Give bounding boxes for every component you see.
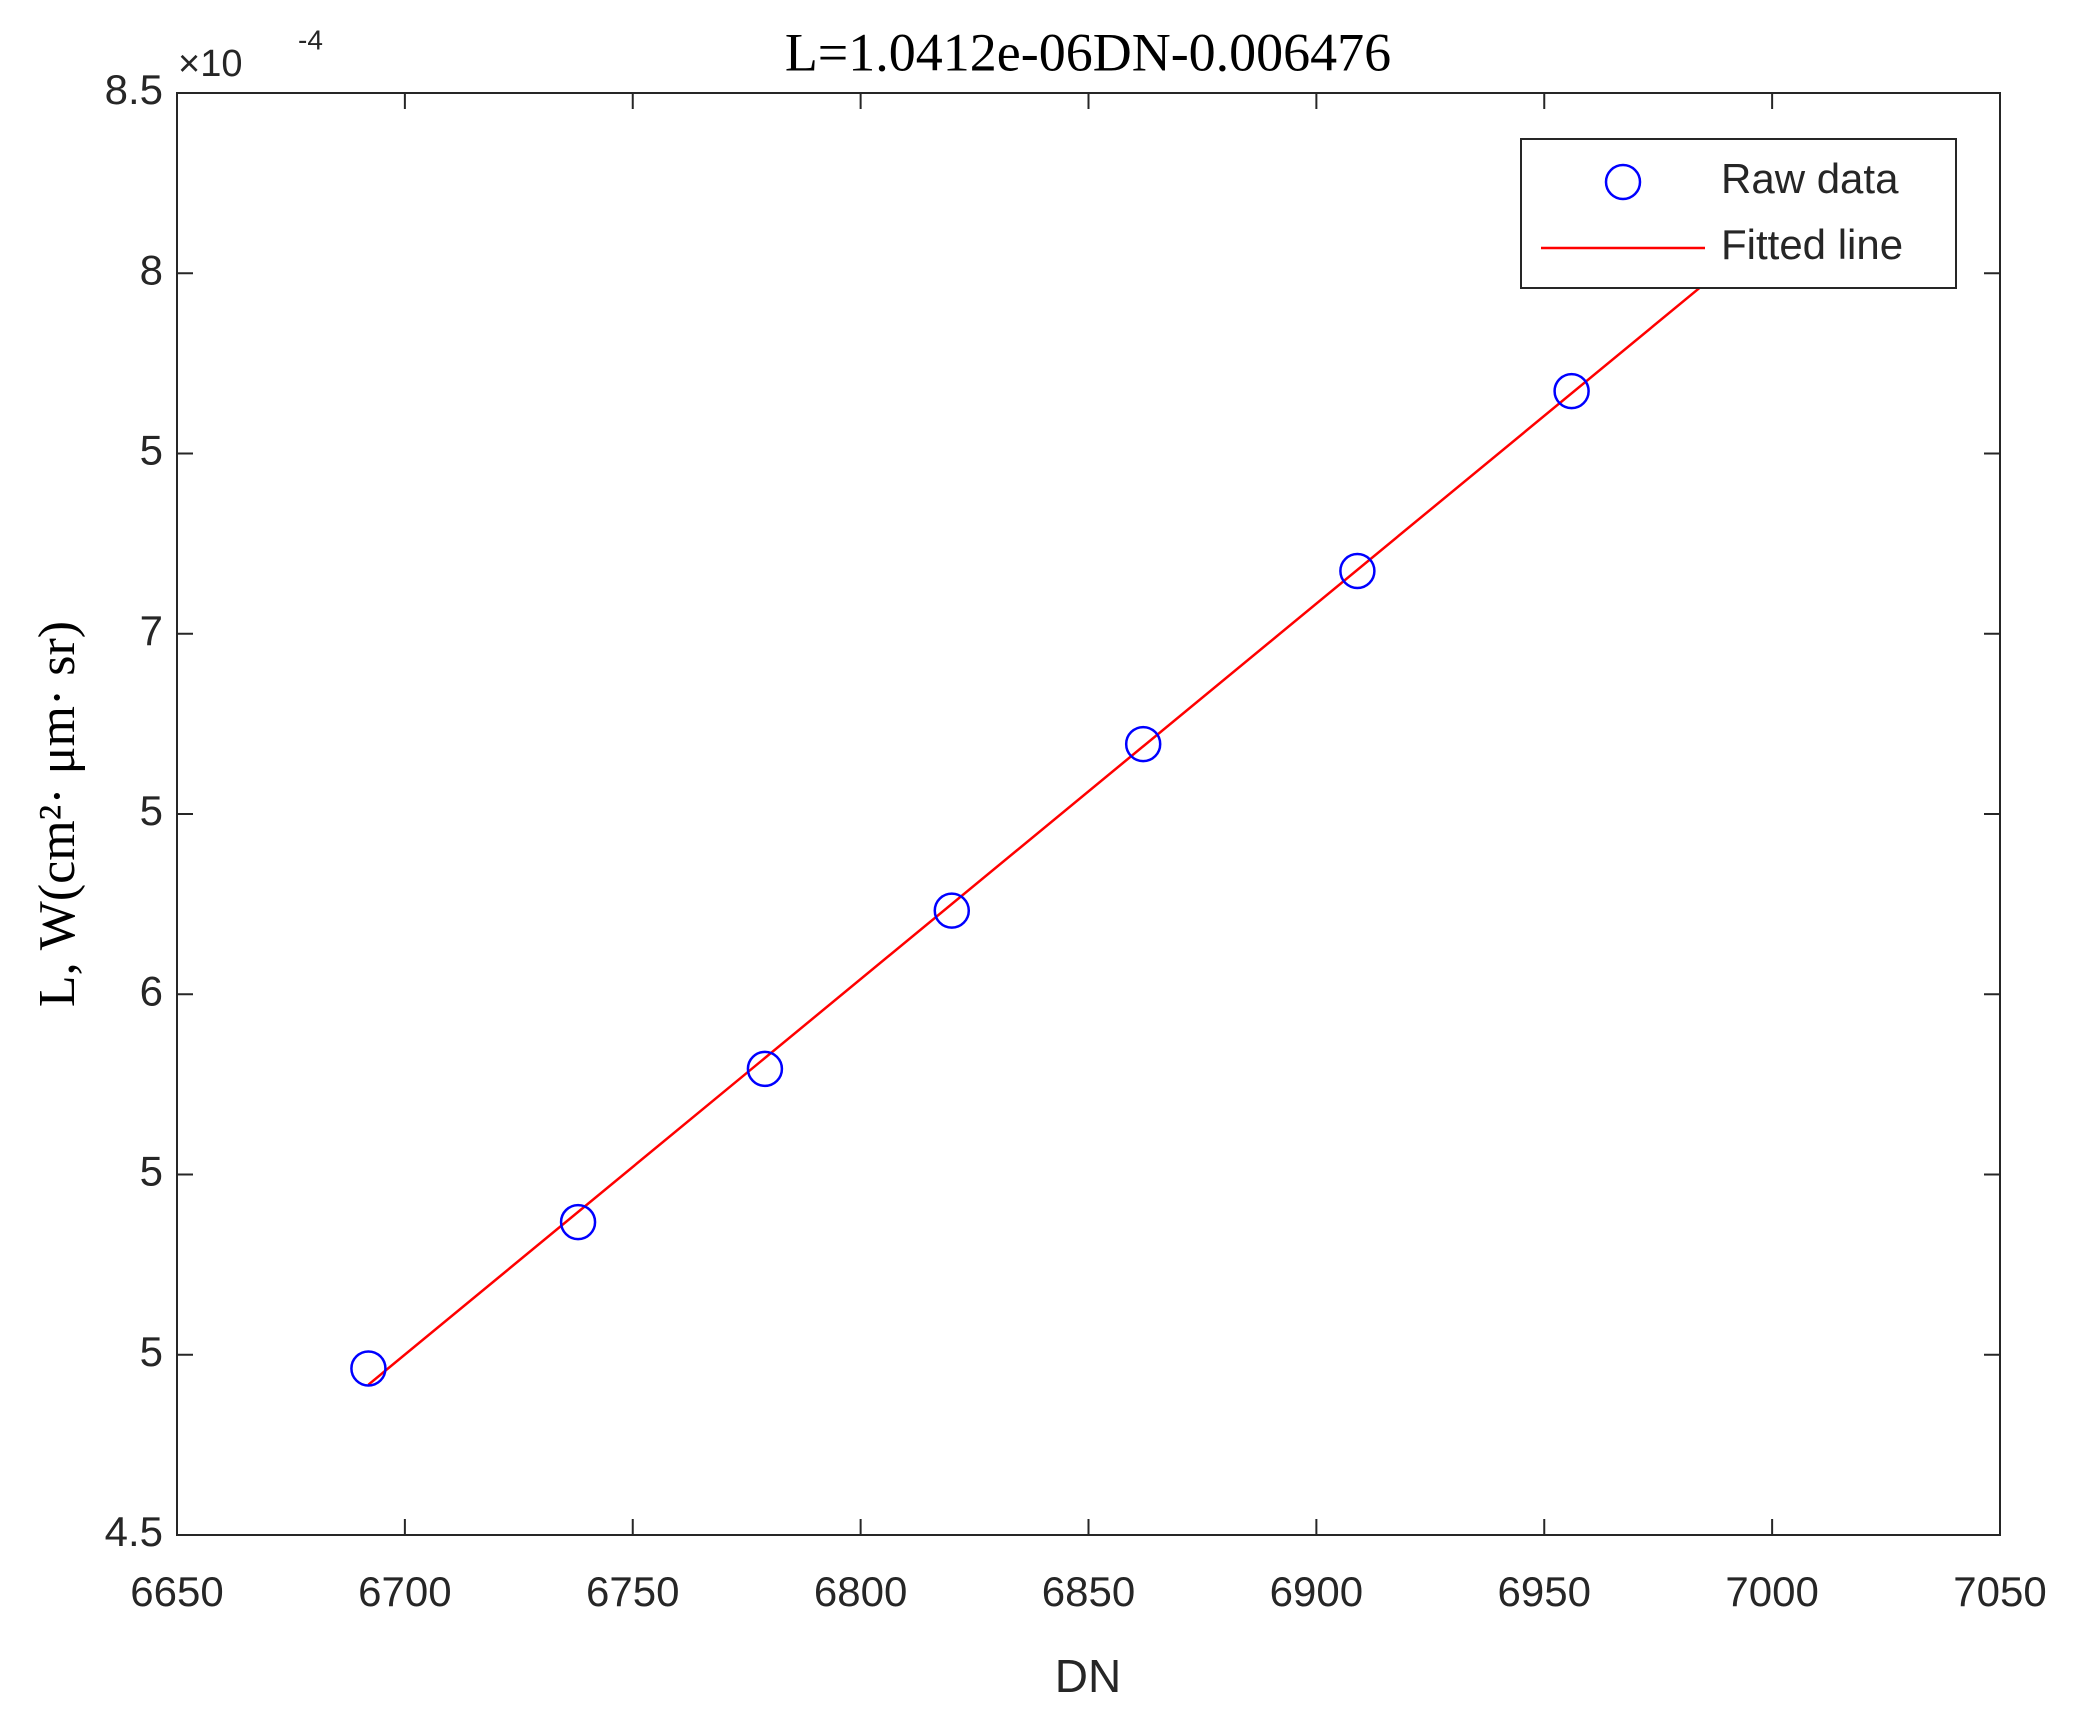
data-point bbox=[1339, 552, 1376, 590]
y-tick-label: 8.5 bbox=[105, 66, 163, 113]
plot-frame bbox=[176, 92, 2001, 1536]
chart-title: L=1.0412e-06DN-0.006476 bbox=[785, 22, 1391, 82]
y-tick-label: 5 bbox=[140, 1148, 163, 1195]
x-tick-label: 6650 bbox=[130, 1568, 223, 1615]
data-point bbox=[933, 892, 971, 929]
y-tick-label: 7 bbox=[140, 607, 163, 654]
legend-label: Raw data bbox=[1721, 155, 1899, 202]
x-tick-label: 6950 bbox=[1498, 1568, 1591, 1615]
y-tick-label: 5 bbox=[140, 1328, 163, 1375]
y-tick-label: 5 bbox=[140, 787, 163, 834]
fitted-line bbox=[367, 283, 1705, 1386]
y-tick-label: 8 bbox=[140, 246, 163, 293]
y-multiplier-exponent: -4 bbox=[298, 24, 323, 55]
data-point bbox=[350, 1350, 387, 1387]
legend-box bbox=[1520, 138, 1957, 289]
legend-label: Fitted line bbox=[1721, 221, 1903, 268]
y-axis-label: L, W(cm²· μm· sr) bbox=[29, 621, 86, 1007]
y-tick-label: 6 bbox=[140, 967, 163, 1014]
legend-marker bbox=[1604, 163, 1642, 201]
x-tick-label: 6750 bbox=[586, 1568, 679, 1615]
y-multiplier: ×10 bbox=[178, 43, 242, 85]
data-point bbox=[559, 1203, 597, 1241]
data-point bbox=[1124, 725, 1162, 763]
y-tick-label: 4.5 bbox=[105, 1508, 163, 1555]
x-tick-label: 6850 bbox=[1042, 1568, 1135, 1615]
x-tick-label: 6900 bbox=[1270, 1568, 1363, 1615]
x-tick-label: 6800 bbox=[814, 1568, 907, 1615]
x-tick-label: 6700 bbox=[358, 1568, 451, 1615]
data-point bbox=[746, 1050, 784, 1088]
x-axis-label: DN bbox=[1055, 1650, 1121, 1702]
data-point bbox=[1553, 372, 1590, 410]
x-tick-label: 7000 bbox=[1725, 1568, 1818, 1615]
y-tick-label: 5 bbox=[140, 427, 163, 474]
x-tick-label: 7050 bbox=[1953, 1568, 2046, 1615]
